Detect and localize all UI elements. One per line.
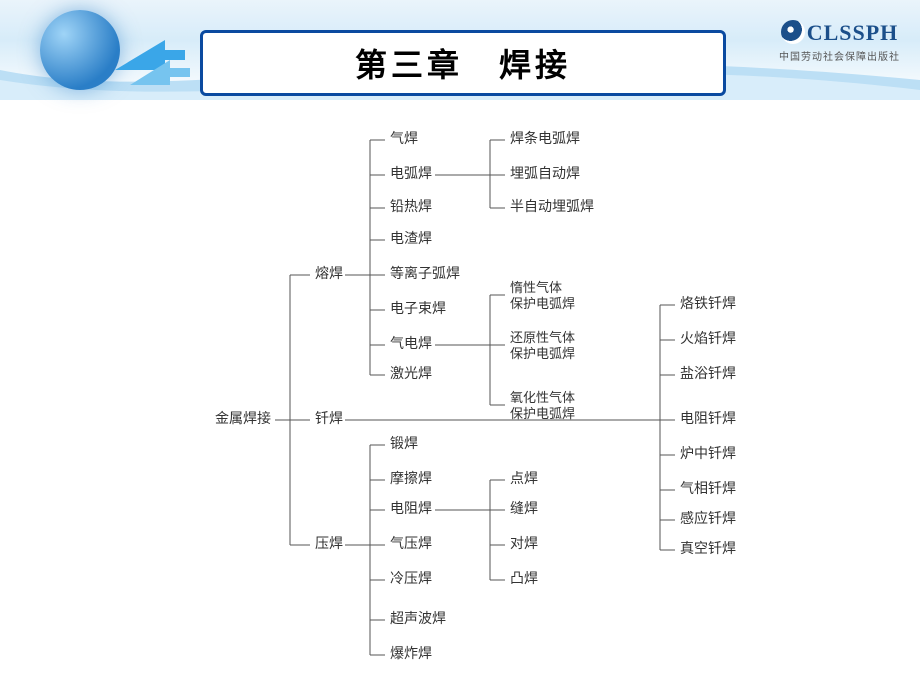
node-dianzu-2: 对焊: [510, 537, 538, 554]
node-qianhan-r1: 火焰钎焊: [680, 332, 736, 349]
node-dianhu-0: 焊条电弧焊: [510, 132, 580, 149]
node-qianhan-r6: 感应钎焊: [680, 512, 736, 529]
node-qidian-2: 氧化性气体保护电弧焊: [510, 390, 575, 421]
node-ronghao-4: 等离子弧焊: [390, 267, 460, 284]
node-ronghao-5: 电子束焊: [390, 302, 446, 319]
node-dianzu-3: 凸焊: [510, 572, 538, 589]
globe-decoration: [40, 10, 120, 90]
node-yahan-1: 摩擦焊: [390, 472, 432, 489]
node-ronghao: 熔焊: [315, 267, 343, 284]
node-ronghao-1: 电弧焊: [390, 167, 432, 184]
tree-diagram: 金属焊接 熔焊 钎焊 压焊 气焊 电弧焊 铅热焊 电渣焊 等离子弧焊 电子束焊 …: [0, 120, 920, 680]
node-qianhan-r5: 气相钎焊: [680, 482, 736, 499]
logo-main-text: CLSSPH: [807, 20, 899, 45]
node-ronghao-3: 电渣焊: [390, 232, 432, 249]
node-qianhan-r4: 炉中钎焊: [680, 447, 736, 464]
node-yahan-5: 超声波焊: [390, 612, 446, 629]
logo-swirl-icon: [781, 20, 805, 44]
publisher-logo: CLSSPH 中国劳动社会保障出版社: [779, 20, 900, 63]
node-qidian-0: 惰性气体保护电弧焊: [510, 280, 575, 311]
logo-main: CLSSPH: [779, 20, 900, 46]
node-qianhan-r0: 烙铁钎焊: [680, 297, 736, 314]
node-dianzu-1: 缝焊: [510, 502, 538, 519]
tree-connectors: [0, 120, 920, 680]
node-yahan: 压焊: [315, 537, 343, 554]
node-root: 金属焊接: [215, 412, 271, 429]
node-ronghao-7: 激光焊: [390, 367, 432, 384]
node-yahan-6: 爆炸焊: [390, 647, 432, 664]
node-qianhan-r2: 盐浴钎焊: [680, 367, 736, 384]
node-ronghao-0: 气焊: [390, 132, 418, 149]
node-qidian-1: 还原性气体保护电弧焊: [510, 330, 575, 361]
node-yahan-0: 锻焊: [390, 437, 418, 454]
node-qianhan-r7: 真空钎焊: [680, 542, 736, 559]
node-ronghao-2: 铅热焊: [390, 200, 432, 217]
chapter-title-box: 第三章 焊接: [200, 30, 726, 96]
node-dianhu-2: 半自动埋弧焊: [510, 200, 594, 217]
node-qianhan-r3: 电阻钎焊: [680, 412, 736, 429]
node-yahan-4: 冷压焊: [390, 572, 432, 589]
node-yahan-3: 气压焊: [390, 537, 432, 554]
arrow-decoration-2: [130, 55, 200, 95]
logo-subtitle: 中国劳动社会保障出版社: [779, 48, 900, 63]
node-dianhu-1: 埋弧自动焊: [510, 167, 580, 184]
node-dianzu-0: 点焊: [510, 472, 538, 489]
node-yahan-2: 电阻焊: [390, 502, 432, 519]
node-ronghao-6: 气电焊: [390, 337, 432, 354]
chapter-title: 第三章 焊接: [355, 40, 571, 86]
node-qianhan: 钎焊: [315, 412, 343, 429]
